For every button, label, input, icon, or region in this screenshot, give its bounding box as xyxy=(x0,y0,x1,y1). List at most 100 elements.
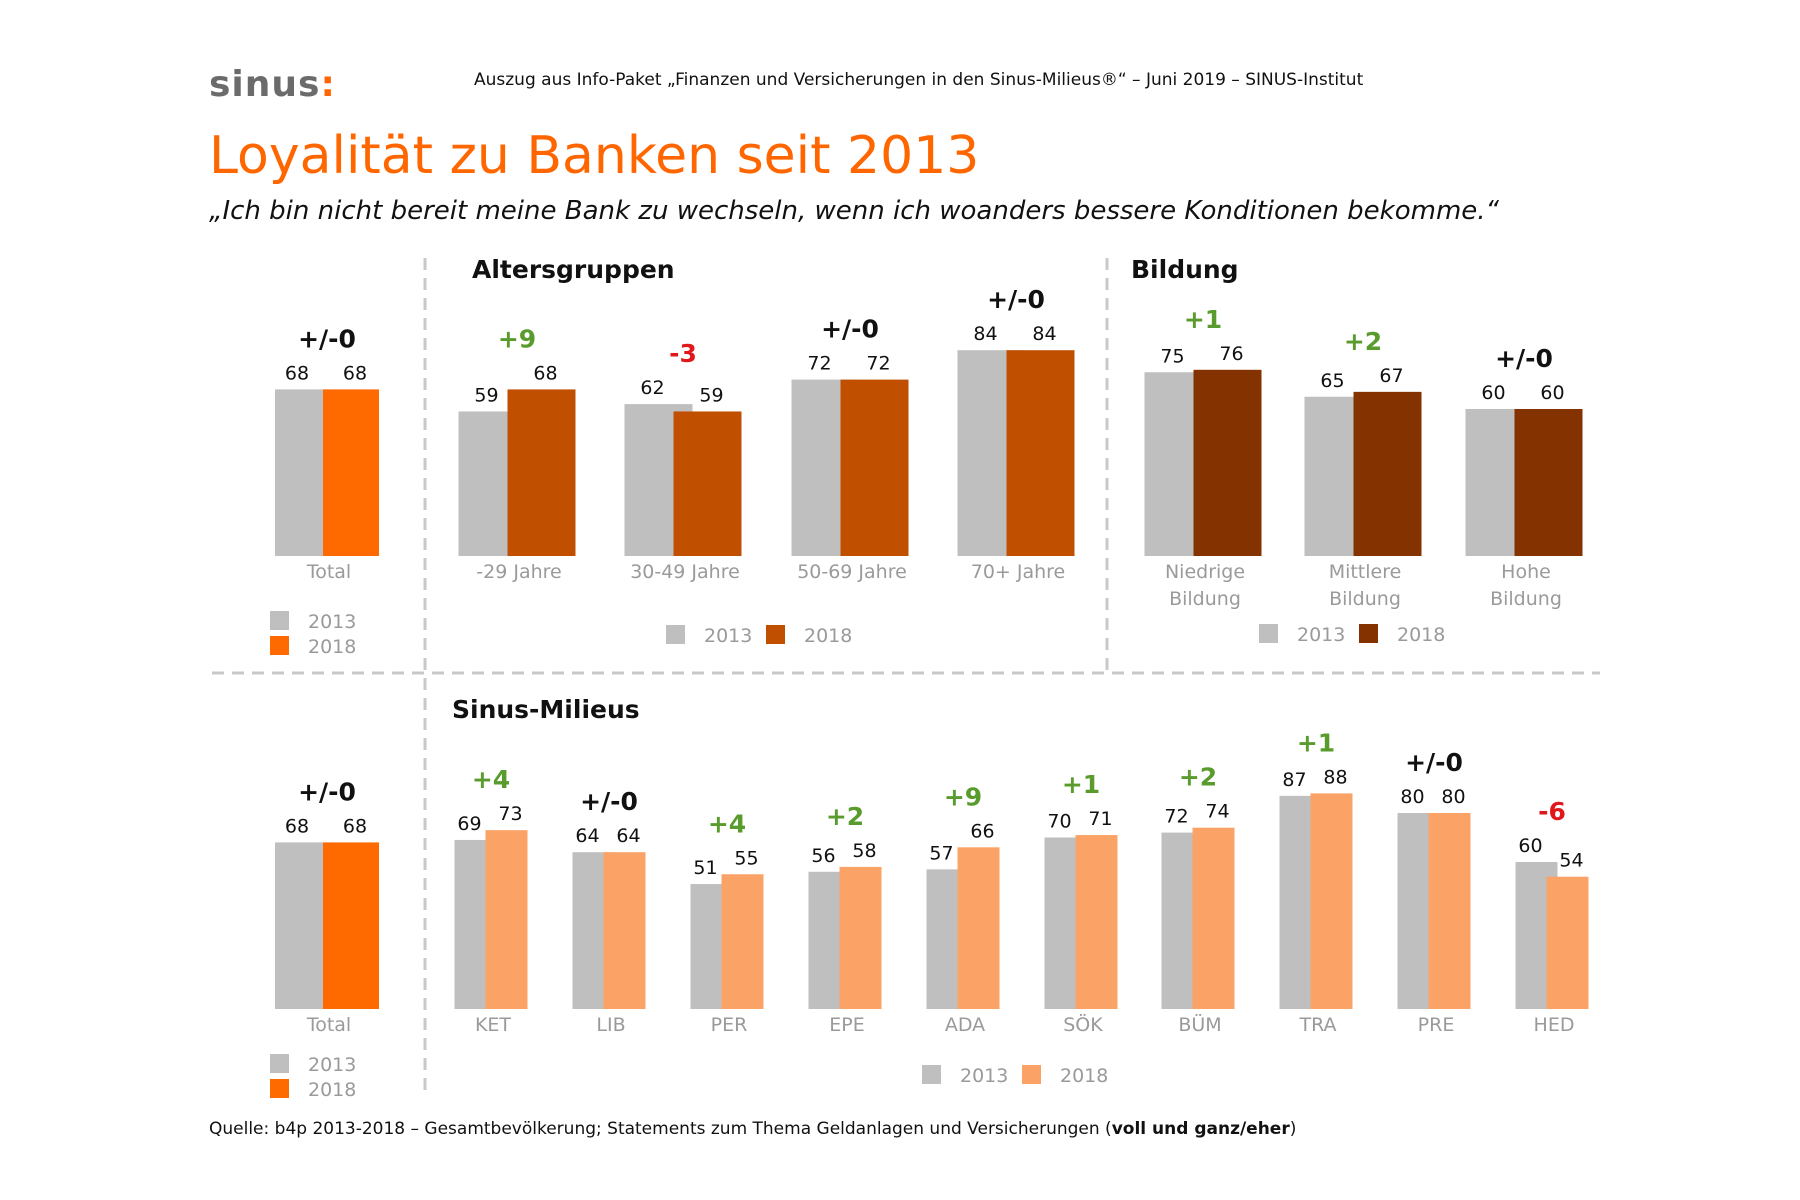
bar-2018 xyxy=(1075,835,1118,1009)
page-title: Loyalität zu Banken seit 2013 xyxy=(209,126,980,186)
data-label-2013: 84 xyxy=(973,323,997,345)
category-label: KET xyxy=(475,1014,511,1036)
bar-2013 xyxy=(275,389,331,556)
legend-label-2013: 2013 xyxy=(308,1054,356,1076)
legend-swatch-2013 xyxy=(922,1065,941,1084)
change-label: +2 xyxy=(1179,763,1217,792)
change-label: +/-0 xyxy=(1495,344,1553,373)
category-label: Bildung xyxy=(1169,588,1241,610)
data-label-2018: 60 xyxy=(1540,382,1564,404)
category-label: SÖK xyxy=(1063,1013,1103,1036)
change-label: +/-0 xyxy=(987,285,1045,314)
change-label: +/-0 xyxy=(821,315,879,344)
bar-2018 xyxy=(1353,391,1422,556)
logo-text: sinus xyxy=(209,64,321,105)
data-label-2013: 75 xyxy=(1160,345,1184,367)
category-label: PRE xyxy=(1418,1014,1455,1036)
change-label: +1 xyxy=(1184,305,1222,334)
change-label: +/-0 xyxy=(1405,748,1463,777)
bar-2018 xyxy=(673,411,742,556)
category-label: Total xyxy=(306,1014,351,1036)
change-label: +2 xyxy=(1344,327,1382,356)
change-label: +1 xyxy=(1297,728,1335,757)
data-label-2018: 68 xyxy=(343,815,367,837)
category-label: Mittlere xyxy=(1329,561,1402,583)
data-label-2018: 73 xyxy=(498,803,522,825)
sinus-logo: sinus: xyxy=(209,64,336,105)
legend-swatch-2018 xyxy=(1022,1065,1041,1084)
bar-2018 xyxy=(323,389,379,556)
data-label-2018: 66 xyxy=(970,820,994,842)
data-label-2013: 70 xyxy=(1047,811,1071,833)
bar-2018 xyxy=(1006,350,1075,556)
legend-label-2013: 2013 xyxy=(960,1065,1008,1087)
source-bold: voll und ganz/eher xyxy=(1111,1119,1290,1139)
bar-2018 xyxy=(1514,409,1583,556)
category-label: ADA xyxy=(945,1014,985,1036)
section-title-education: Bildung xyxy=(1131,255,1239,284)
bar-2013 xyxy=(275,842,331,1009)
data-label-2018: 76 xyxy=(1219,343,1243,365)
data-label-2013: 72 xyxy=(1164,806,1188,828)
data-label-2013: 59 xyxy=(474,384,498,406)
change-label: +/-0 xyxy=(298,777,356,806)
data-label-2013: 68 xyxy=(285,362,309,384)
data-label-2013: 60 xyxy=(1481,382,1505,404)
legend-label-2013: 2013 xyxy=(704,625,752,647)
data-label-2018: 58 xyxy=(852,840,876,862)
legend-label-2018: 2018 xyxy=(1060,1065,1108,1087)
data-label-2018: 71 xyxy=(1088,808,1112,830)
data-label-2018: 80 xyxy=(1441,786,1465,808)
bar-2018 xyxy=(507,389,576,556)
change-label: +/-0 xyxy=(580,787,638,816)
data-label-2018: 72 xyxy=(866,353,890,375)
bar-2018 xyxy=(1428,813,1471,1009)
category-label: 30-49 Jahre xyxy=(630,561,740,583)
legend-label-2018: 2018 xyxy=(308,636,356,658)
data-label-2013: 64 xyxy=(575,825,599,847)
change-label: +9 xyxy=(944,782,982,811)
change-label: -3 xyxy=(669,339,697,368)
legend-label-2018: 2018 xyxy=(1397,624,1445,646)
category-label: 70+ Jahre xyxy=(971,561,1066,583)
category-label: TRA xyxy=(1298,1014,1336,1036)
data-label-2013: 65 xyxy=(1320,370,1344,392)
category-label: Bildung xyxy=(1329,588,1401,610)
legend-label-2018: 2018 xyxy=(308,1079,356,1101)
bar-2018 xyxy=(485,830,528,1009)
category-label: -29 Jahre xyxy=(476,561,561,583)
data-label-2013: 69 xyxy=(457,813,481,835)
bar-2018 xyxy=(603,852,646,1009)
legend-swatch-2018 xyxy=(766,625,785,644)
legend-label-2013: 2013 xyxy=(308,611,356,633)
change-label: +4 xyxy=(472,765,510,794)
header-note: Auszug aus Info-Paket „Finanzen und Vers… xyxy=(474,70,1364,90)
category-label: LIB xyxy=(596,1014,625,1036)
category-label: EPE xyxy=(829,1014,864,1036)
category-label: PER xyxy=(711,1014,748,1036)
data-label-2018: 55 xyxy=(734,847,758,869)
data-label-2013: 87 xyxy=(1282,769,1306,791)
data-label-2018: 64 xyxy=(616,825,640,847)
change-label: -6 xyxy=(1538,797,1566,826)
source-prefix: Quelle: b4p 2013-2018 – Gesamtbevölkerun… xyxy=(209,1119,1112,1139)
bar-2018 xyxy=(1192,827,1235,1009)
data-label-2013: 80 xyxy=(1400,786,1424,808)
section-title-age_groups: Altersgruppen xyxy=(472,255,675,284)
source-suffix: ) xyxy=(1289,1119,1297,1139)
data-label-2013: 60 xyxy=(1518,835,1542,857)
data-label-2013: 57 xyxy=(929,842,953,864)
category-label: Niedrige xyxy=(1165,561,1245,583)
change-label: +9 xyxy=(498,324,536,353)
bar-2018 xyxy=(840,379,909,556)
category-label: Total xyxy=(306,561,351,583)
bar-2018 xyxy=(1310,793,1353,1009)
page-subtitle: „Ich bin nicht bereit meine Bank zu wech… xyxy=(209,196,1499,226)
legend-swatch-2018 xyxy=(1359,624,1378,643)
data-label-2018: 88 xyxy=(1323,766,1347,788)
source-note: Quelle: b4p 2013-2018 – Gesamtbevölkerun… xyxy=(209,1119,1296,1139)
change-label: +2 xyxy=(826,802,864,831)
data-label-2018: 67 xyxy=(1379,365,1403,387)
bar-2018 xyxy=(839,866,882,1009)
